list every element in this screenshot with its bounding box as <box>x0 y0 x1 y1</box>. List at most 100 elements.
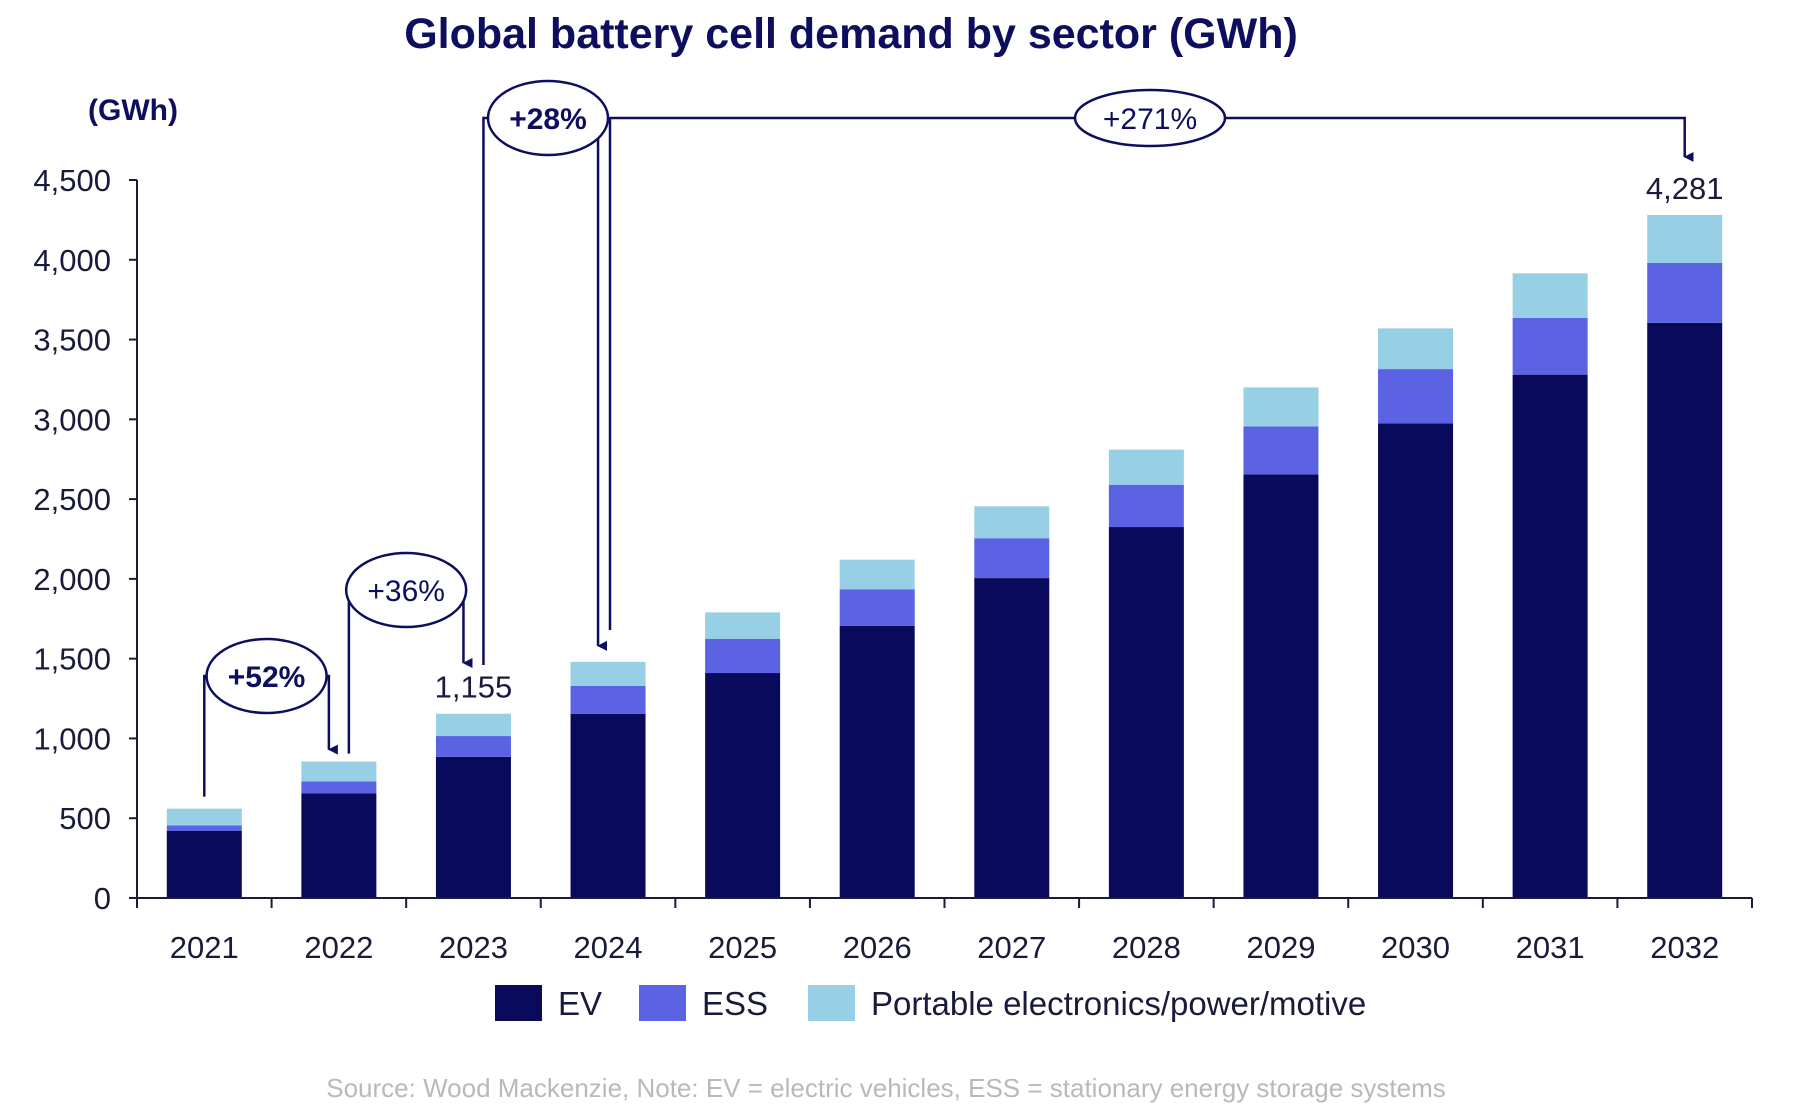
bar-segment-ess <box>1108 484 1184 528</box>
y-tick-label: 500 <box>59 801 111 836</box>
legend: EV ESS Portable electronics/power/motive <box>495 985 1366 1022</box>
growth-annotation-2021-2022: +52% <box>203 637 338 797</box>
bars <box>166 214 1723 898</box>
x-tick-label: 2027 <box>977 930 1046 965</box>
x-tick-label: 2023 <box>439 930 508 965</box>
bar-segment-ev <box>570 713 646 898</box>
total-labels: 1,155 4,281 <box>435 171 1724 705</box>
bar-stack-2029 <box>1243 387 1319 898</box>
annotation-label: +271% <box>1103 103 1197 136</box>
bar-stack-2025 <box>705 612 781 898</box>
bar-segment-portable-electronics <box>570 661 646 686</box>
legend-label: Portable electronics/power/motive <box>871 985 1366 1022</box>
bar-segment-ess <box>974 538 1050 579</box>
bar-stack-2028 <box>1108 449 1184 898</box>
bar-segment-ev <box>1108 527 1184 898</box>
bar-segment-ev <box>839 625 915 898</box>
x-tick-label: 2024 <box>574 930 643 965</box>
chart-title: Global battery cell demand by sector (GW… <box>404 10 1298 58</box>
y-tick-label: 3,500 <box>33 323 111 358</box>
bar-segment-ev <box>435 756 511 898</box>
legend-label: ESS <box>702 985 768 1022</box>
x-tick-label: 2025 <box>708 930 777 965</box>
y-tick-label: 4,000 <box>33 243 111 278</box>
legend-item: ESS <box>639 985 768 1022</box>
annotation-label: +28% <box>509 103 587 136</box>
growth-annotation-2024-2032: +271% <box>608 88 1694 630</box>
x-tick-label: 2031 <box>1516 930 1585 965</box>
y-tick-label: 1,000 <box>33 721 111 756</box>
total-label-2023: 1,155 <box>435 670 513 705</box>
bar-segment-portable-electronics <box>435 713 511 737</box>
annotation-ellipse <box>205 637 328 715</box>
legend-swatch <box>495 985 542 1021</box>
bar-segment-portable-electronics <box>301 761 377 782</box>
annotation-label: +36% <box>367 575 445 608</box>
bar-segment-ess <box>570 685 646 714</box>
legend-swatch <box>808 985 855 1021</box>
y-tick-label: 0 <box>94 881 111 916</box>
bar-segment-ev <box>705 673 781 898</box>
annotation-ellipse <box>1073 88 1227 148</box>
annotation-connector <box>482 116 608 665</box>
bar-segment-portable-electronics <box>1243 387 1319 427</box>
bar-segment-ess <box>1647 262 1723 323</box>
bar-stack-2024 <box>570 661 646 898</box>
annotation-ellipse <box>486 79 610 157</box>
bar-stack-2030 <box>1378 328 1454 898</box>
bar-segment-ev <box>1512 374 1588 898</box>
bar-segment-portable-electronics <box>1512 273 1588 319</box>
legend-swatch <box>639 985 686 1021</box>
bar-segment-portable-electronics <box>1378 328 1454 370</box>
y-tick-label: 2,000 <box>33 562 111 597</box>
y-tick-label: 1,500 <box>33 642 111 677</box>
bar-segment-ess <box>166 825 242 831</box>
x-tick-label: 2030 <box>1381 930 1450 965</box>
bar-stack-2027 <box>974 506 1050 898</box>
bar-segment-ess <box>435 736 511 757</box>
x-tick-label: 2029 <box>1246 930 1315 965</box>
annotation-label: +52% <box>228 661 306 694</box>
annotation-ellipse <box>344 551 468 629</box>
bar-segment-ess <box>1512 318 1588 375</box>
growth-annotation-2022-2023: +36% <box>344 551 473 754</box>
total-label-2032: 4,281 <box>1646 171 1724 206</box>
bar-segment-ev <box>1378 423 1454 898</box>
x-tick-label: 2026 <box>843 930 912 965</box>
bar-stack-2026 <box>839 559 915 898</box>
bar-segment-portable-electronics <box>974 506 1050 539</box>
y-axis: 0 500 1,000 1,500 2,000 2,500 3,000 3,500 4,000 4… <box>33 163 138 916</box>
bar-segment-ess <box>1378 369 1454 424</box>
x-tick-label: 2022 <box>304 930 373 965</box>
x-tick-label: 2032 <box>1650 930 1719 965</box>
x-tick-label: 2028 <box>1112 930 1181 965</box>
x-tick-label: 2021 <box>170 930 239 965</box>
legend-item: EV <box>495 985 602 1022</box>
legend-label: EV <box>558 985 602 1022</box>
bar-stack-2032 <box>1647 214 1723 898</box>
bar-segment-ess <box>839 589 915 626</box>
bar-segment-portable-electronics <box>1647 214 1723 263</box>
y-tick-label: 3,000 <box>33 402 111 437</box>
bar-segment-ess <box>301 781 377 794</box>
bar-segment-ev <box>301 793 377 898</box>
bar-segment-ess <box>1243 426 1319 475</box>
y-axis-unit-label: (GWh) <box>88 94 178 127</box>
growth-annotations: +52% +36% +28% +271% <box>203 79 1694 797</box>
bar-segment-portable-electronics <box>839 559 915 590</box>
bar-stack-2023 <box>435 713 511 898</box>
bar-segment-ess <box>705 638 781 674</box>
bar-stack-2031 <box>1512 273 1588 898</box>
bar-segment-ev <box>1243 474 1319 898</box>
bar-segment-portable-electronics <box>166 808 242 826</box>
y-tick-label: 4,500 <box>33 163 111 198</box>
bar-segment-ev <box>166 830 242 898</box>
bar-segment-portable-electronics <box>1108 449 1184 485</box>
source-note: Source: Wood Mackenzie, Note: EV = elect… <box>326 1073 1445 1103</box>
x-axis: 2021 2022 2023 2024 2025 2026 2027 2028 2029 2030… <box>136 897 1753 965</box>
bar-stack-2022 <box>301 761 377 898</box>
bar-segment-ev <box>974 578 1050 898</box>
bar-segment-portable-electronics <box>705 612 781 639</box>
